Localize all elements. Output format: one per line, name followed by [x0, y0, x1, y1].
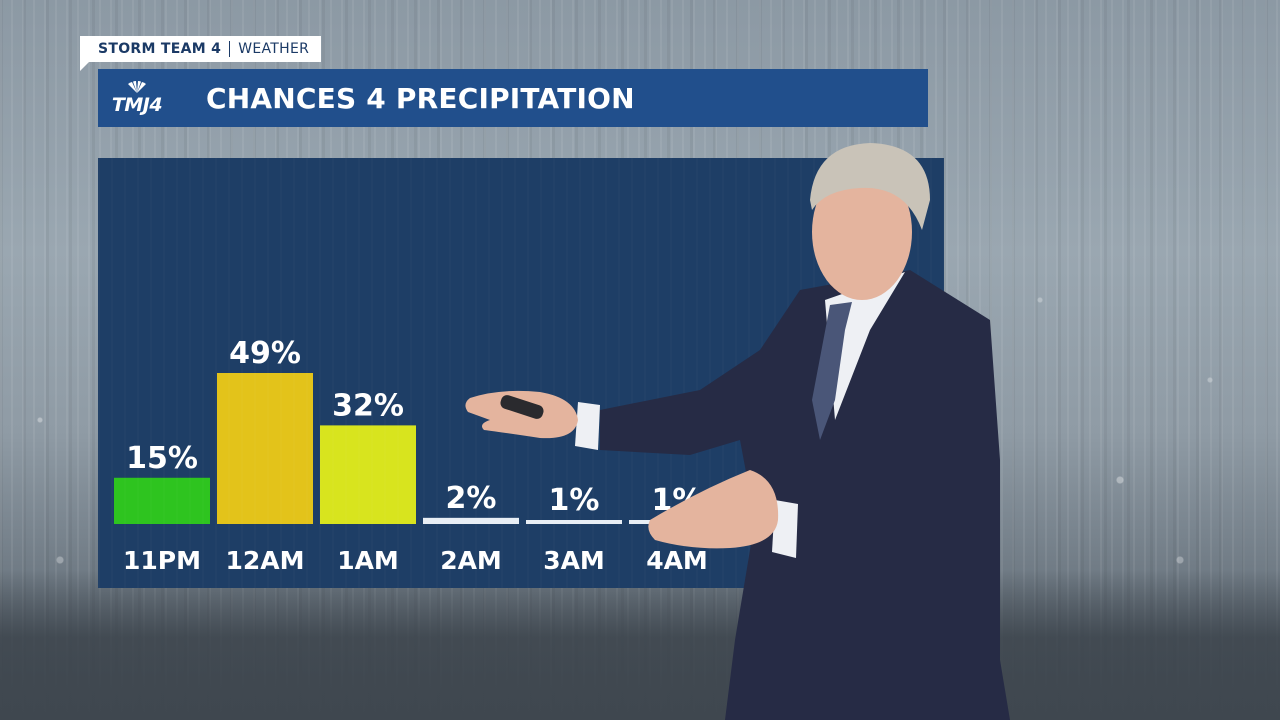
value-label: 49% [229, 336, 301, 371]
title-bar: TMJ4 CHANCES 4 PRECIPITATION [98, 69, 928, 127]
value-label: 1% [549, 483, 600, 518]
bar-1am [320, 425, 416, 524]
category-label: 4AM [646, 546, 708, 575]
brand-label: STORM TEAM 4 [98, 41, 222, 57]
section-label: WEATHER [238, 41, 310, 57]
value-label: 32% [332, 388, 404, 423]
peacock-icon [128, 80, 146, 93]
category-label: 11PM [123, 546, 201, 575]
bug-divider [229, 41, 231, 57]
logo-text: TMJ4 [111, 93, 163, 116]
bar-4am [629, 520, 725, 524]
category-label: 1AM [337, 546, 399, 575]
chart-panel: 15% 11PM 49% 12AM 32% 1AM 2% 2AM 1% 3AM 1% 4AM [98, 158, 944, 588]
bar-12am [217, 373, 313, 524]
value-label: 15% [126, 441, 198, 476]
page-title: CHANCES 4 PRECIPITATION [206, 81, 635, 115]
station-bug: STORM TEAM 4 WEATHER [80, 36, 322, 62]
station-logo: TMJ4 [98, 69, 176, 127]
wet-ground-background [0, 570, 1280, 720]
bug-tail-decoration [80, 62, 89, 71]
value-label: 1% [652, 483, 703, 518]
bar-3am [526, 520, 622, 524]
precipitation-bar-chart: 15% 11PM 49% 12AM 32% 1AM 2% 2AM 1% 3AM 1% 4AM [114, 336, 725, 575]
category-label: 3AM [543, 546, 605, 575]
bar-2am [423, 517, 519, 524]
value-label: 2% [446, 481, 497, 516]
bar-11pm [114, 477, 210, 524]
category-label: 2AM [440, 546, 502, 575]
category-label: 12AM [225, 546, 304, 575]
